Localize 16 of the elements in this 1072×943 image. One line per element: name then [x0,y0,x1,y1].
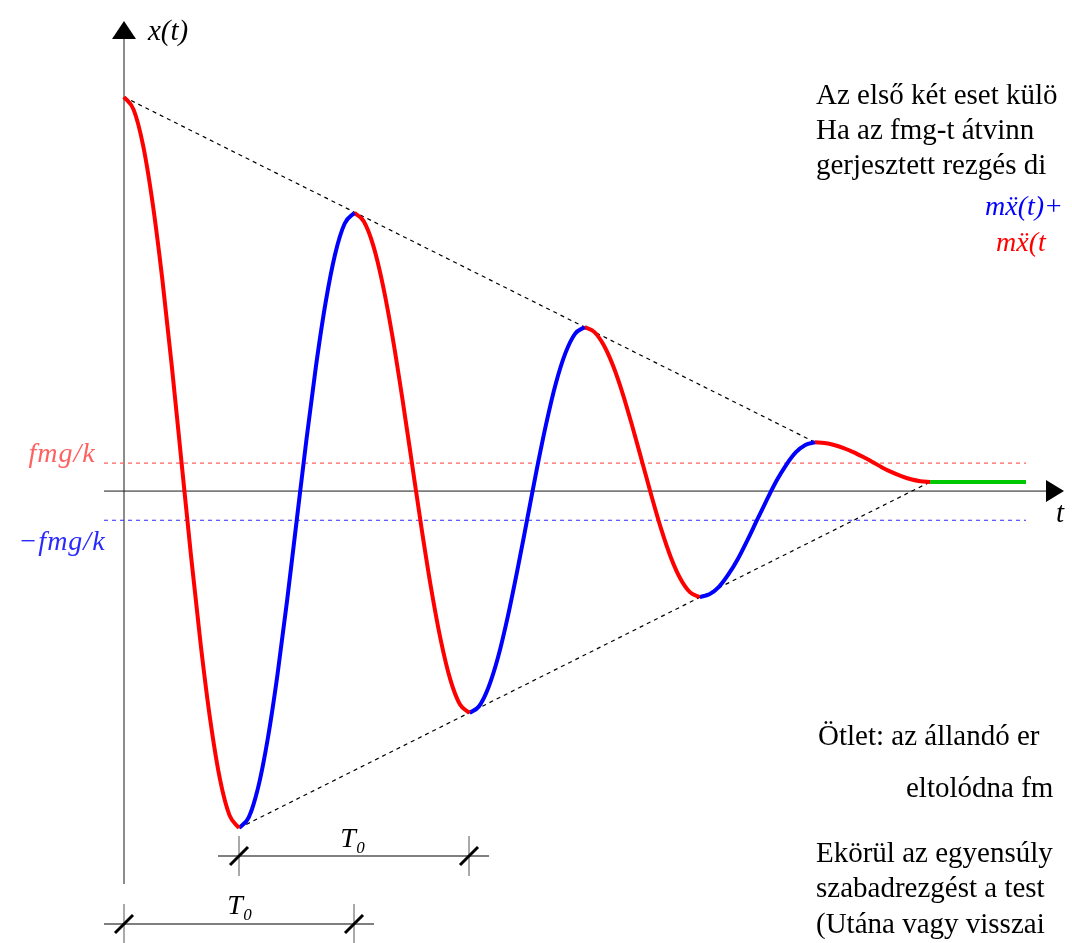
annotation: Az első két eset külö [816,77,1058,110]
text: Ekörül az egyensúly [816,835,1053,868]
annotation: mẍ(t [996,226,1046,258]
annotation: gerjesztett rezgés di [816,147,1047,180]
ref-line-label: fmg/k [28,437,96,469]
annotation: mẍ(t)+ [985,190,1063,222]
text: (Utána vagy visszai [816,906,1045,939]
annotation: Ha az fmg-t átvinn [816,112,1035,145]
annotation: eltolódna fm [906,770,1054,803]
y-axis-title: x(t) [148,13,189,46]
ref-line-label: −fmg/k [18,524,106,556]
x-axis-title: t [1056,495,1065,528]
annotation: T₀ [340,822,366,854]
text: T₀ [227,889,253,921]
annotation: Ötlet: az állandó er [818,718,1040,751]
text: szabadrezgést a test [816,870,1045,903]
